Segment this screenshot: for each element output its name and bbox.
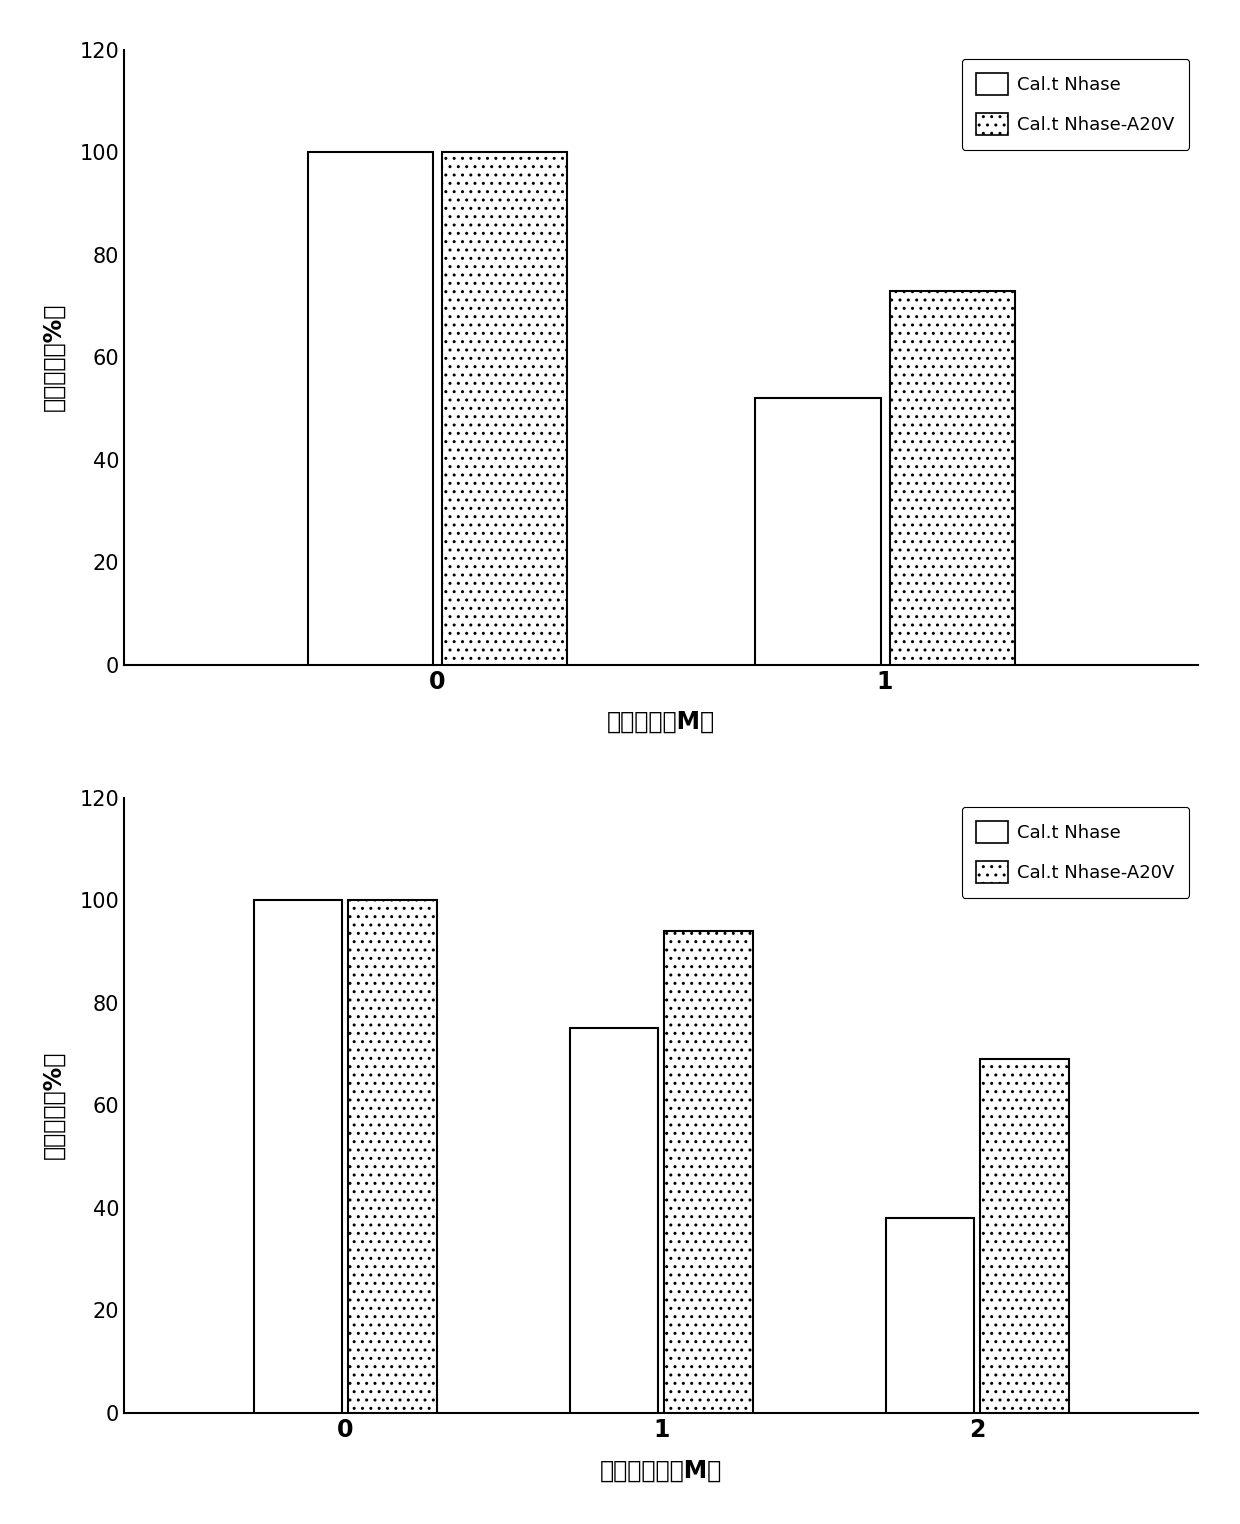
Bar: [569, 1029, 658, 1413]
Bar: [755, 398, 880, 664]
Bar: [254, 901, 342, 1413]
Y-axis label: 相对酶活（%）: 相对酶活（%）: [42, 1052, 66, 1160]
Bar: [889, 291, 1014, 664]
Legend: Cal.t Nhase, Cal.t Nhase-A20V: Cal.t Nhase, Cal.t Nhase-A20V: [961, 806, 1189, 898]
Bar: [441, 152, 567, 664]
Bar: [981, 1059, 1069, 1413]
Bar: [665, 931, 753, 1413]
X-axis label: 烟酰胺浓度（M）: 烟酰胺浓度（M）: [600, 1458, 723, 1483]
Y-axis label: 相对酶活（%）: 相对酶活（%）: [42, 303, 66, 411]
Bar: [348, 901, 436, 1413]
Bar: [885, 1218, 975, 1413]
Bar: [308, 152, 433, 664]
Legend: Cal.t Nhase, Cal.t Nhase-A20V: Cal.t Nhase, Cal.t Nhase-A20V: [961, 59, 1189, 149]
X-axis label: 烟腌浓度（M）: 烟腌浓度（M）: [608, 710, 715, 735]
